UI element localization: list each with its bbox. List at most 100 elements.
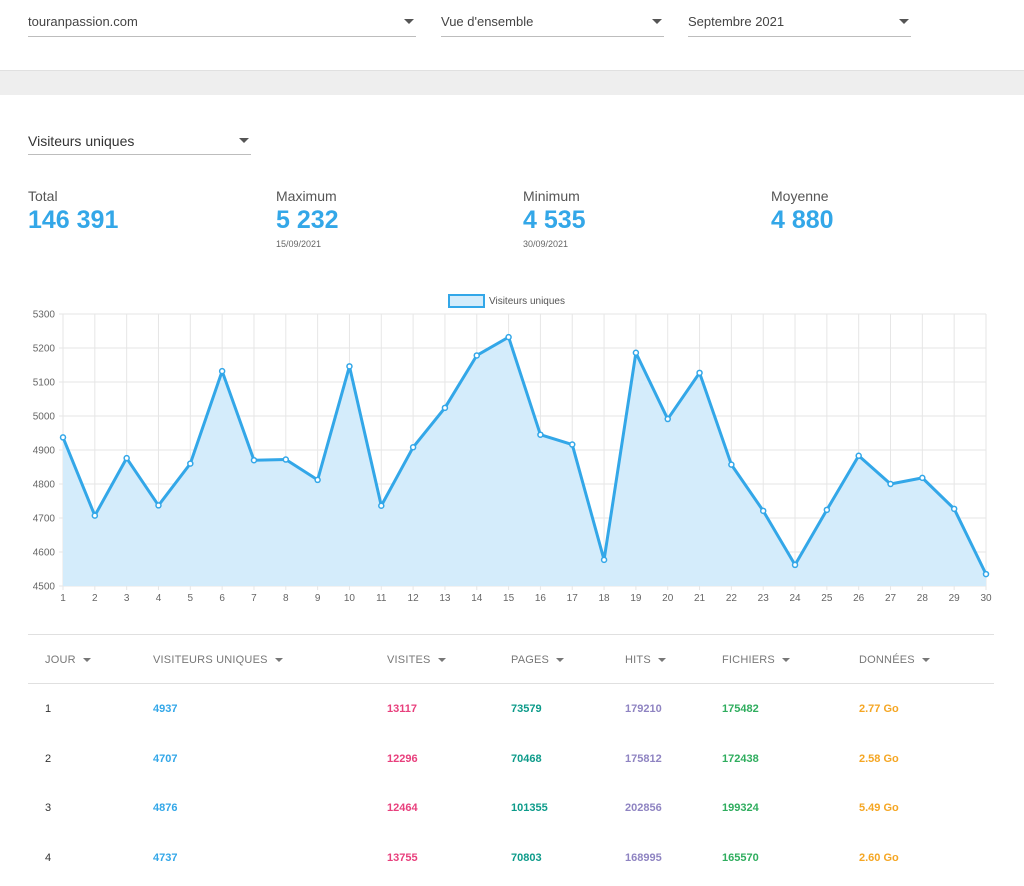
series-line [61,335,988,575]
series-area [63,337,986,586]
x-tick-label: 1 [60,593,66,604]
stat-maximum-date: 15/09/2021 [276,239,322,249]
table-cell: 12296 [387,752,418,765]
view-select-value: Vue d'ensemble [441,14,534,29]
period-select[interactable]: Septembre 2021 [688,8,911,37]
metric-select[interactable]: Visiteurs uniques [28,126,251,155]
x-tick-label: 24 [789,593,801,604]
x-tick-label: 12 [408,593,420,604]
table-cell: 2.77 Go [859,703,899,715]
data-point[interactable] [887,480,894,488]
column-header-4[interactable]: Hits [625,654,666,666]
data-point[interactable] [378,502,385,510]
data-point[interactable] [314,476,321,484]
x-tick-label: 29 [949,593,961,604]
x-tick-label: 20 [662,593,674,604]
table-body: 1 4937 13117 73579 179210 175482 2.77 Go 2 4707 1… [28,684,994,882]
data-point[interactable] [91,512,99,519]
metric-select-value: Visiteurs uniques [28,133,135,149]
x-tick-label: 7 [251,593,257,604]
y-tick-label: 5100 [33,378,56,389]
data-point[interactable] [982,570,990,578]
column-header-5[interactable]: Fichiers [722,654,790,666]
data-point[interactable] [632,349,640,357]
stat-total-value: 146 391 [28,206,119,234]
x-tick-label: 25 [821,593,833,604]
data-point[interactable] [155,502,162,509]
column-header-label: Pages [511,654,550,666]
site-select-value: touranpassion.com [28,14,138,29]
data-point[interactable] [123,454,130,462]
data-point[interactable] [346,363,353,370]
x-tick-label: 26 [853,593,865,604]
data-point[interactable] [473,352,481,359]
data-point[interactable] [823,506,831,514]
data-point[interactable] [218,367,226,375]
data-point[interactable] [919,474,926,482]
x-tick-label: 13 [439,593,451,604]
data-point[interactable] [696,369,703,377]
sort-caret-icon [437,658,446,663]
y-tick-label: 4900 [33,446,56,457]
stat-maximum-value: 5 232 [276,206,339,234]
stat-minimum-value: 4 535 [523,206,586,234]
data-point[interactable] [759,507,767,515]
data-point[interactable] [664,415,671,423]
y-tick-label: 4600 [33,548,56,559]
data-point[interactable] [250,456,258,464]
x-tick-label: 17 [567,593,579,604]
column-header-0[interactable]: Jour [45,654,91,666]
column-header-6[interactable]: Données [859,654,930,666]
data-point[interactable] [187,460,194,467]
x-tick-label: 23 [758,593,770,604]
sort-caret-icon [82,658,91,663]
table-cell: 2.58 Go [859,752,899,765]
caret-down-icon [652,19,662,24]
table-cell: 13117 [387,703,417,715]
view-select[interactable]: Vue d'ensemble [441,8,664,37]
filters-bar: touranpassion.com Vue d'ensemble Septemb… [0,0,1024,70]
column-header-1[interactable]: Visiteurs uniques [153,654,283,666]
x-tick-label: 5 [188,593,194,604]
y-tick-label: 5300 [33,310,56,321]
data-point[interactable] [728,461,735,468]
x-tick-label: 14 [471,593,483,604]
data-point[interactable] [505,333,512,341]
stat-average-value: 4 880 [771,206,834,234]
stat-total: Total 146 391 [28,188,268,235]
data-point[interactable] [568,441,576,448]
legend-label: Visiteurs uniques [489,296,565,307]
x-tick-label: 28 [917,593,929,604]
x-tick-label: 8 [283,593,289,604]
x-tick-label: 6 [219,593,225,604]
data-point[interactable] [600,556,608,564]
site-select[interactable]: touranpassion.com [28,8,416,37]
sort-caret-icon [781,658,790,663]
column-header-2[interactable]: Visites [387,654,446,666]
y-tick-label: 4800 [33,480,56,491]
table-cell: 13755 [387,851,418,864]
x-tick-label: 16 [535,593,547,604]
data-point[interactable] [59,434,67,441]
data-point[interactable] [441,404,449,412]
data-point[interactable] [950,505,958,513]
legend-swatch [448,294,485,308]
data-point[interactable] [282,456,290,463]
y-tick-label: 4700 [33,514,56,525]
x-tick-label: 9 [315,593,321,604]
data-point[interactable] [855,452,862,460]
data-point[interactable] [537,431,544,438]
x-tick-label: 15 [503,593,515,604]
table-row: 2 4707 12296 70468 175812 172438 2.58 Go [28,734,994,784]
x-tick-label: 2 [92,593,98,604]
table-cell: 202856 [625,802,662,814]
table-cell: 12464 [387,802,418,814]
x-tick-label: 22 [726,593,738,604]
x-tick-label: 21 [694,593,706,604]
table-cell: 3 [45,802,52,814]
data-point[interactable] [409,444,417,451]
period-select-value: Septembre 2021 [688,14,785,29]
column-header-3[interactable]: Pages [511,654,565,666]
chart-legend[interactable]: Visiteurs uniques [448,294,565,308]
data-point[interactable] [791,561,799,569]
